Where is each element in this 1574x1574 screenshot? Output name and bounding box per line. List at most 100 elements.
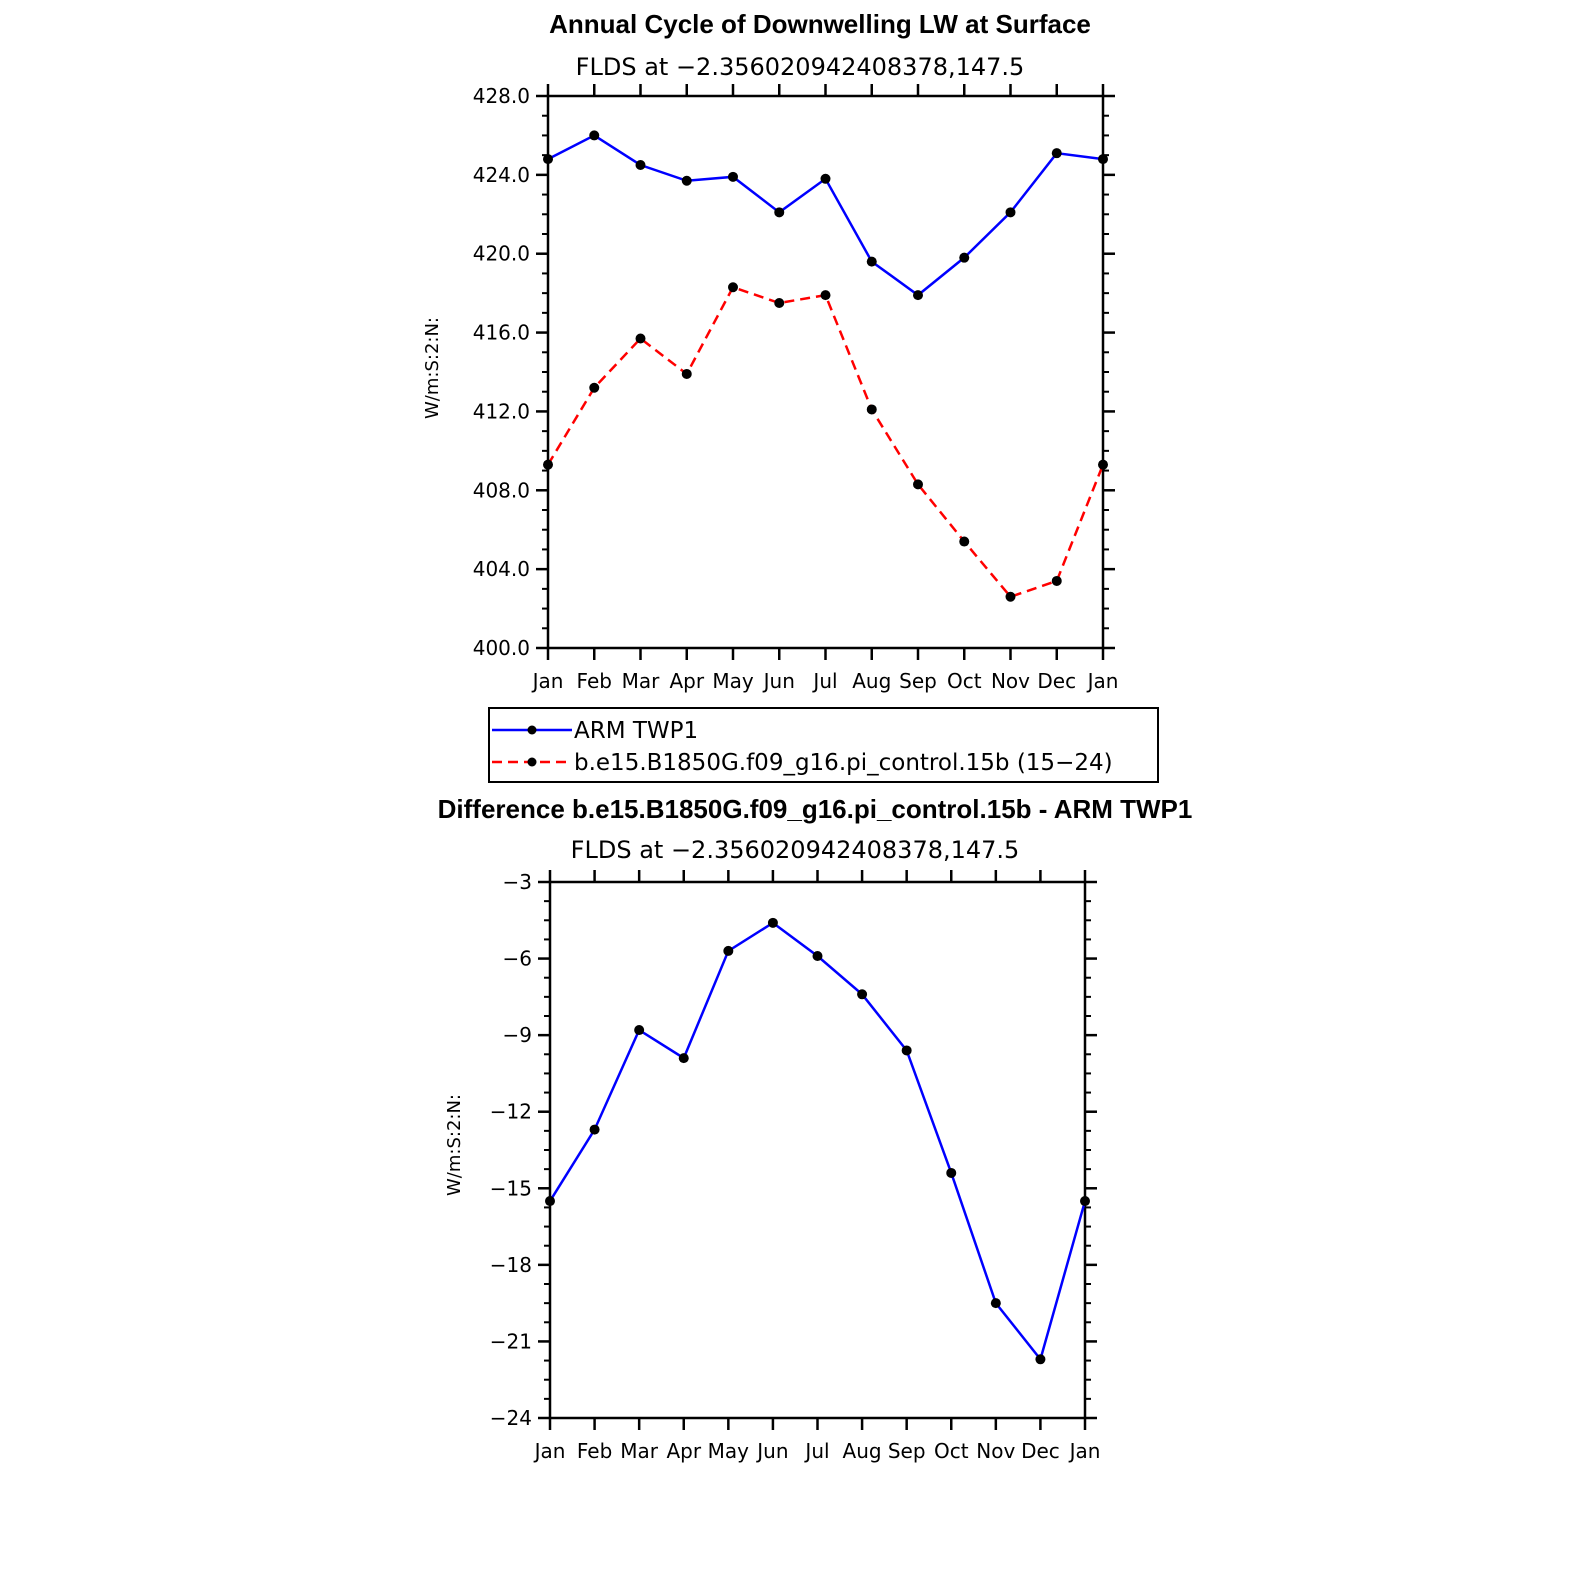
chart2-ytick-label: −12	[490, 1100, 532, 1124]
chart1-series-1-line	[546, 285, 1105, 599]
chart1-ytick-label: 404.0	[473, 557, 530, 581]
chart1-series-0-point	[1098, 154, 1108, 165]
chart1-series-1-point	[866, 404, 877, 415]
chart1-ytick-label: 420.0	[473, 242, 530, 266]
chart2-series-0-point	[634, 1025, 645, 1036]
legend-item-model: b.e15.B1850G.f09_g16.pi_control.15b (15−…	[492, 750, 1113, 776]
chart2-xtick-label: Apr	[666, 1439, 701, 1463]
chart2-xtick-label: Sep	[888, 1439, 926, 1463]
chart1-xtick-label: Nov	[991, 669, 1030, 693]
chart1-series-0-point	[1005, 207, 1016, 218]
chart1-xtick-label: Jan	[1086, 669, 1119, 693]
legend-marker-arm-twp1	[527, 725, 537, 735]
chart2-ytick-label: −24	[490, 1406, 532, 1430]
chart2-series-0-point	[723, 945, 734, 956]
chart2-series-0-point	[901, 1045, 912, 1056]
chart1-ytick-label: 416.0	[473, 321, 530, 345]
chart2-series-0-point	[1035, 1354, 1046, 1365]
chart1-plot-area: Jan Feb Mar Apr May Jun Jul Aug Sep Oct Nov Dec Jan4…	[473, 84, 1119, 693]
legend-item-arm-twp1: ARM TWP1	[492, 718, 698, 744]
chart1-series-0-point	[635, 160, 646, 170]
chart1-series-1-point	[913, 479, 923, 490]
chart2-ytick-label: −6	[503, 947, 532, 971]
chart1-ytick-label: 428.0	[473, 84, 530, 108]
chart2-ylabel: W/m:S:2:N:	[444, 1094, 465, 1196]
chart1-series-0-point	[913, 290, 923, 301]
chart1-series-0-point	[866, 256, 877, 267]
chart1-series-0-line	[547, 133, 1104, 297]
chart1-series-0-point	[774, 207, 785, 218]
chart2-ytick-label: −21	[490, 1329, 532, 1353]
chart2-xtick-label: Jul	[803, 1439, 829, 1463]
chart1-series-0-point	[543, 154, 553, 165]
chart1-series-0-point	[681, 175, 692, 186]
chart2-xtick-label: Mar	[620, 1439, 659, 1463]
chart2-xtick-label: Aug	[843, 1439, 882, 1463]
chart1-xtick-label: Dec	[1037, 669, 1076, 693]
legend-label-model: b.e15.B1850G.f09_g16.pi_control.15b (15−…	[574, 750, 1113, 776]
chart1-xtick-label: Aug	[852, 669, 891, 693]
chart1-xtick-label: Sep	[899, 669, 937, 693]
chart2-title: Difference b.e15.B1850G.f09_g16.pi_contr…	[438, 794, 1193, 824]
chart1-legend: ARM TWP1 b.e15.B1850G.f09_g16.pi_control…	[488, 707, 1159, 783]
chart2-ytick-label: −3	[503, 870, 532, 894]
chart2-ytick-label: −9	[503, 1023, 532, 1047]
chart1-ytick-label: 400.0	[473, 636, 530, 660]
chart2-series-0-point	[946, 1167, 957, 1178]
chart2-series-0-point	[857, 989, 868, 1000]
chart2-series-0-point	[589, 1124, 600, 1135]
chart1-xtick-label: Jul	[811, 669, 837, 693]
legend-label-arm-twp1: ARM TWP1	[574, 718, 698, 744]
chart1-series-1-point	[589, 382, 600, 393]
chart1-series-1-point	[1098, 459, 1108, 470]
chart1-series-1-point	[1051, 575, 1062, 586]
chart1-series-1-point	[820, 290, 831, 301]
chart1-series-0-point	[959, 252, 970, 263]
chart1-series-1-point	[543, 459, 553, 470]
chart2-xtick-label: Jan	[1068, 1439, 1101, 1463]
chart1-xtick-label: Jan	[531, 669, 564, 693]
chart2-xtick-label: Feb	[577, 1439, 612, 1463]
chart2-series-0-line	[548, 921, 1087, 1362]
chart1-xtick-label: Oct	[947, 669, 982, 693]
chart1-series-1-point	[635, 333, 646, 344]
chart1-series-1-point	[774, 298, 785, 308]
chart1-series-0-point	[589, 130, 600, 141]
chart2-subtitle: FLDS at −2.356020942408378,147.5	[571, 836, 1020, 864]
chart2-ytick-label: −15	[490, 1176, 532, 1200]
chart2-series-0-point	[767, 917, 778, 928]
chart2-xtick-label: May	[708, 1439, 750, 1463]
chart2-xtick-label: Jan	[533, 1439, 566, 1463]
chart1-xtick-label: Jun	[762, 669, 795, 693]
chart1-ytick-label: 424.0	[473, 163, 530, 187]
chart2-series-0-point	[990, 1298, 1001, 1309]
chart2-plot-area: Jan Feb Mar Apr May Jun Jul Aug Sep Oct Nov Dec Jan−…	[490, 870, 1101, 1463]
chart1-series-0-point	[1051, 148, 1062, 159]
chart1-xtick-label: Apr	[669, 669, 704, 693]
annual-cycle-chart: Annual Cycle of Downwelling LW at Surfac…	[422, 9, 1118, 693]
chart1-series-1-point	[959, 536, 970, 547]
chart1-xtick-label: Mar	[622, 669, 661, 693]
chart2-series-0-point	[1080, 1196, 1090, 1207]
chart2-series-0-point	[812, 951, 823, 962]
chart1-series-1-point	[1005, 591, 1016, 602]
chart1-ylabel: W/m:S:2:N:	[422, 317, 443, 419]
chart1-ytick-label: 408.0	[473, 478, 530, 502]
chart2-xtick-label: Jun	[755, 1439, 788, 1463]
chart2-xtick-label: Nov	[976, 1439, 1015, 1463]
chart2-ytick-label: −18	[490, 1253, 532, 1277]
difference-chart: Difference b.e15.B1850G.f09_g16.pi_contr…	[438, 794, 1193, 1463]
chart1-title: Annual Cycle of Downwelling LW at Surfac…	[549, 9, 1091, 39]
chart2-frame	[548, 880, 1087, 1420]
legend-marker-model	[527, 757, 537, 767]
chart2-series-0-point	[678, 1053, 689, 1064]
chart1-series-0-point	[728, 171, 738, 182]
chart1-xtick-label: May	[712, 669, 754, 693]
chart2-series-0-point	[545, 1196, 555, 1207]
chart2-xtick-label: Dec	[1021, 1439, 1060, 1463]
chart1-ytick-label: 412.0	[473, 399, 530, 423]
chart1-series-1-point	[681, 368, 692, 379]
chart1-series-0-point	[820, 173, 831, 184]
chart1-subtitle: FLDS at −2.356020942408378,147.5	[576, 53, 1025, 81]
